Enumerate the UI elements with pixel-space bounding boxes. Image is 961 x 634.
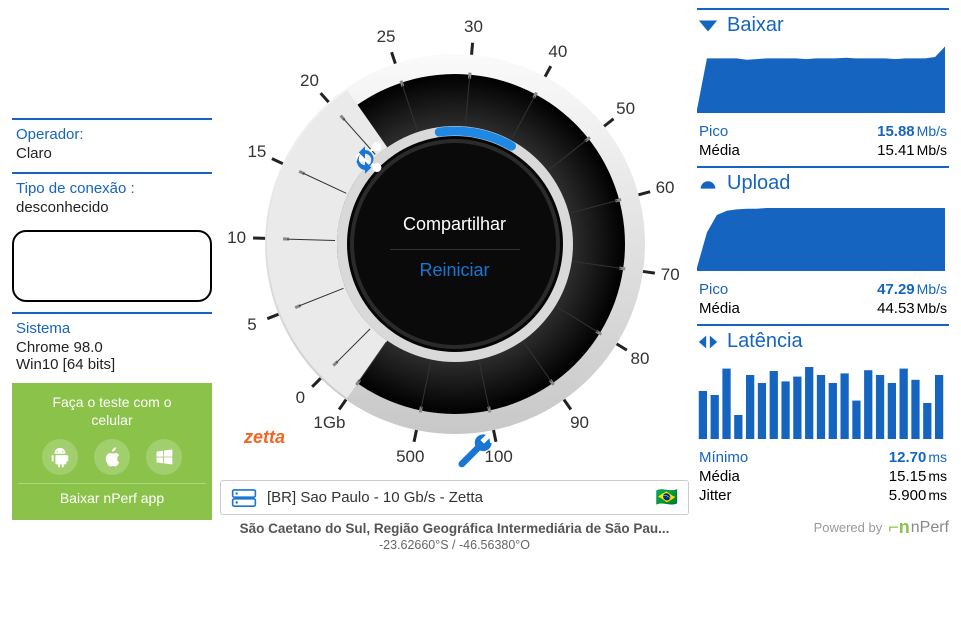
logo-area [12, 8, 212, 118]
latency-jitter-label: Jitter [699, 487, 732, 504]
latency-min-row: Mínimo 12.70ms [697, 448, 949, 467]
latency-min-label: Mínimo [699, 449, 748, 466]
latency-min-value: 12.70 [889, 449, 927, 466]
download-panel: Baixar Pico 15.88Mb/s Média 15.41Mb/s [697, 8, 949, 160]
download-unit: Mb/s [917, 123, 947, 139]
system-label: Sistema [16, 320, 208, 337]
flag-icon: 🇧🇷 [656, 487, 678, 508]
download-pico-label: Pico [699, 123, 728, 140]
gauge-tick-label: 20 [300, 71, 319, 91]
gauge-tick-label: 25 [377, 27, 396, 47]
powered-by: Powered by ⌐nnPerf [697, 517, 949, 538]
gauge-center: Compartilhar Reiniciar [350, 139, 560, 349]
upload-title: Upload [727, 172, 790, 195]
latency-chart [697, 359, 945, 439]
gauge-tick-label: 1Gb [313, 413, 345, 433]
gauge-tick-label: 80 [631, 349, 650, 369]
sponsor-label: zetta [244, 427, 285, 448]
download-media-value: 15.41 [877, 142, 915, 159]
upload-pico-row: Pico 47.29Mb/s [697, 280, 949, 299]
download-pico-row: Pico 15.88Mb/s [697, 122, 949, 141]
gauge-tick-label: 500 [396, 447, 424, 467]
download-pico-value: 15.88 [877, 123, 915, 140]
location-text: São Caetano do Sul, Região Geográfica In… [220, 521, 689, 536]
promo-line2: celular [91, 412, 132, 428]
server-selector[interactable]: [BR] Sao Paulo - 10 Gb/s - Zetta 🇧🇷 [220, 480, 689, 515]
results-column: Baixar Pico 15.88Mb/s Média 15.41Mb/s Up… [697, 8, 949, 552]
latency-jitter-row: Jitter 5.900ms [697, 486, 949, 505]
upload-pico-label: Pico [699, 281, 728, 298]
upload-icon [697, 177, 719, 191]
latency-media-label: Média [699, 468, 740, 485]
latency-panel: Latência Mínimo 12.70ms Média 15.15ms Ji… [697, 324, 949, 505]
gauge-tick-label: 5 [247, 315, 256, 335]
promo-box: Faça o teste com o celular Baixar nPerf … [12, 383, 212, 520]
gauge-tick-label: 15 [247, 142, 266, 162]
upload-header: Upload [697, 172, 949, 195]
download-header: Baixar [697, 14, 949, 37]
latency-jitter-value: 5.900 [889, 487, 927, 504]
gauge-tick-label: 90 [570, 413, 589, 433]
upload-media-row: Média 44.53Mb/s [697, 299, 949, 318]
coords-text: -23.62660°S / -46.56380°O [220, 538, 689, 552]
restart-icon[interactable] [350, 145, 380, 175]
gauge-tick-label: 60 [656, 178, 675, 198]
download-title: Baixar [727, 14, 784, 37]
system-box: Sistema Chrome 98.0 Win10 [64 bits] [12, 312, 212, 383]
download-media-label: Média [699, 142, 740, 159]
latency-header: Latência [697, 330, 949, 353]
download-app-button[interactable]: Baixar nPerf app [18, 483, 206, 512]
gauge-tick-label: 70 [661, 265, 680, 285]
server-icon [231, 488, 257, 508]
gauge-tick-label: 50 [616, 99, 635, 119]
upload-pico-value: 47.29 [877, 281, 915, 298]
center-divider [390, 249, 520, 250]
windows-icon[interactable] [146, 439, 182, 475]
gauge-tick-label: 0 [296, 388, 305, 408]
server-text: [BR] Sao Paulo - 10 Gb/s - Zetta [267, 489, 483, 506]
connection-box: Tipo de conexão : desconhecido [12, 172, 212, 226]
latency-media-value: 15.15 [889, 468, 927, 485]
share-button[interactable]: Compartilhar [403, 214, 506, 235]
system-value-os: Win10 [64 bits] [16, 356, 208, 373]
gauge-column: 0510152025304050607080901005001Gb Compar… [220, 8, 689, 552]
latency-title: Latência [727, 330, 803, 353]
operator-box: Operador: Claro [12, 118, 212, 172]
sponsor-text: zetta [244, 427, 285, 447]
upload-media-label: Média [699, 300, 740, 317]
gauge-tick-label: 10 [227, 228, 246, 248]
ad-slot [12, 230, 212, 302]
upload-panel: Upload Pico 47.29Mb/s Média 44.53Mb/s [697, 166, 949, 318]
latency-icon [697, 333, 719, 351]
download-chart [697, 43, 945, 113]
connection-label: Tipo de conexão : [16, 180, 208, 197]
download-icon [697, 18, 719, 34]
os-icon-row [18, 439, 206, 475]
download-media-row: Média 15.41Mb/s [697, 141, 949, 160]
brand-logo: ⌐nnPerf [888, 517, 949, 538]
system-value-browser: Chrome 98.0 [16, 339, 208, 356]
left-sidebar: Operador: Claro Tipo de conexão : descon… [12, 8, 212, 552]
promo-line1: Faça o teste com o [52, 394, 171, 410]
gauge: 0510152025304050607080901005001Gb Compar… [225, 14, 685, 474]
apple-icon[interactable] [94, 439, 130, 475]
upload-media-value: 44.53 [877, 300, 915, 317]
powered-label: Powered by [814, 520, 883, 535]
gauge-tick-label: 30 [464, 17, 483, 37]
wrench-icon [455, 432, 495, 472]
android-icon[interactable] [42, 439, 78, 475]
promo-title: Faça o teste com o celular [18, 393, 206, 429]
upload-chart [697, 201, 945, 271]
latency-media-row: Média 15.15ms [697, 467, 949, 486]
restart-button[interactable]: Reiniciar [419, 260, 489, 281]
operator-label: Operador: [16, 126, 208, 143]
gauge-tick-label: 40 [548, 42, 567, 62]
operator-value: Claro [16, 145, 208, 162]
connection-value: desconhecido [16, 199, 208, 216]
